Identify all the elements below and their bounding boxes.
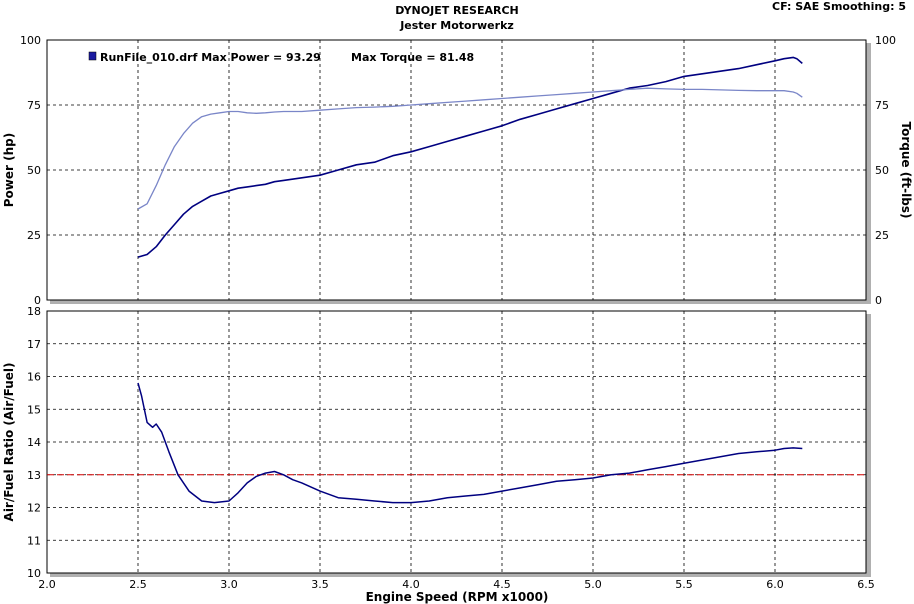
power-tick-label: 75	[27, 99, 41, 112]
afr-tick-label: 15	[27, 403, 41, 416]
chart-subtitle: Jester Motorwerkz	[399, 19, 514, 32]
power-tick-label: 50	[27, 164, 41, 177]
power-torque-grid	[47, 40, 866, 300]
afr-tick-label: 16	[27, 371, 41, 384]
afr-tick-label: 12	[27, 502, 41, 515]
power-curve	[137, 56, 803, 258]
torque-axis-title: Torque (ft-lbs)	[899, 122, 913, 219]
air-fuel-axis-title: Air/Fuel Ratio (Air/Fuel)	[2, 363, 16, 522]
torque-tick-label: 50	[875, 164, 889, 177]
torque-tick-label: 75	[875, 99, 889, 112]
air-fuel-tick-labels: 2.0 2.5 3.0 3.5 4.0 4.5 5.0 5.5 6.0 6.5 10 11 12 13 14…	[27, 305, 875, 591]
rpm-tick-label: 2.5	[129, 578, 147, 591]
air-fuel-curve	[137, 382, 803, 504]
afr-tick-label: 10	[27, 567, 41, 580]
power-axis-title: Power (hp)	[2, 133, 16, 207]
legend: RunFile_010.drf Max Power = 93.29 Max To…	[88, 51, 474, 64]
afr-tick-label: 17	[27, 338, 41, 351]
legend-max-torque: Max Torque = 81.48	[351, 51, 474, 64]
afr-tick-label: 18	[27, 305, 41, 318]
air-fuel-series	[137, 382, 803, 504]
power-torque-tick-labels: 0 0 25 25 50 50 75 75 100 100	[20, 34, 896, 307]
torque-tick-label: 100	[875, 34, 896, 47]
air-fuel-grid	[47, 311, 866, 573]
air-fuel-panel: 2.0 2.5 3.0 3.5 4.0 4.5 5.0 5.5 6.0 6.5 10 11 12 13 14…	[2, 305, 875, 604]
power-tick-label: 25	[27, 229, 41, 242]
power-torque-series	[137, 56, 803, 258]
afr-tick-label: 13	[27, 469, 41, 482]
rpm-tick-label: 2.0	[38, 578, 56, 591]
correction-info: CF: SAE Smoothing: 5	[772, 0, 906, 13]
torque-tick-label: 25	[875, 229, 889, 242]
rpm-tick-label: 3.0	[220, 578, 238, 591]
afr-tick-label: 11	[27, 534, 41, 547]
rpm-tick-label: 5.0	[584, 578, 602, 591]
legend-swatch	[88, 51, 97, 61]
power-tick-label: 0	[34, 294, 41, 307]
torque-tick-label: 0	[875, 294, 882, 307]
rpm-tick-label: 6.0	[766, 578, 784, 591]
afr-tick-label: 14	[27, 436, 41, 449]
chart-title: DYNOJET RESEARCH	[395, 4, 518, 17]
power-torque-panel: 0 0 25 25 50 50 75 75 100 100 RunFile_010.drf Max…	[2, 34, 913, 307]
torque-curve	[137, 87, 803, 210]
rpm-tick-label: 4.0	[402, 578, 420, 591]
rpm-tick-label: 6.5	[857, 578, 875, 591]
rpm-tick-label: 4.5	[493, 578, 511, 591]
rpm-tick-label: 3.5	[311, 578, 329, 591]
legend-entry: RunFile_010.drf Max Power = 93.29	[100, 51, 321, 64]
rpm-tick-label: 5.5	[675, 578, 693, 591]
power-tick-label: 100	[20, 34, 41, 47]
x-axis-title: Engine Speed (RPM x1000)	[366, 590, 549, 604]
